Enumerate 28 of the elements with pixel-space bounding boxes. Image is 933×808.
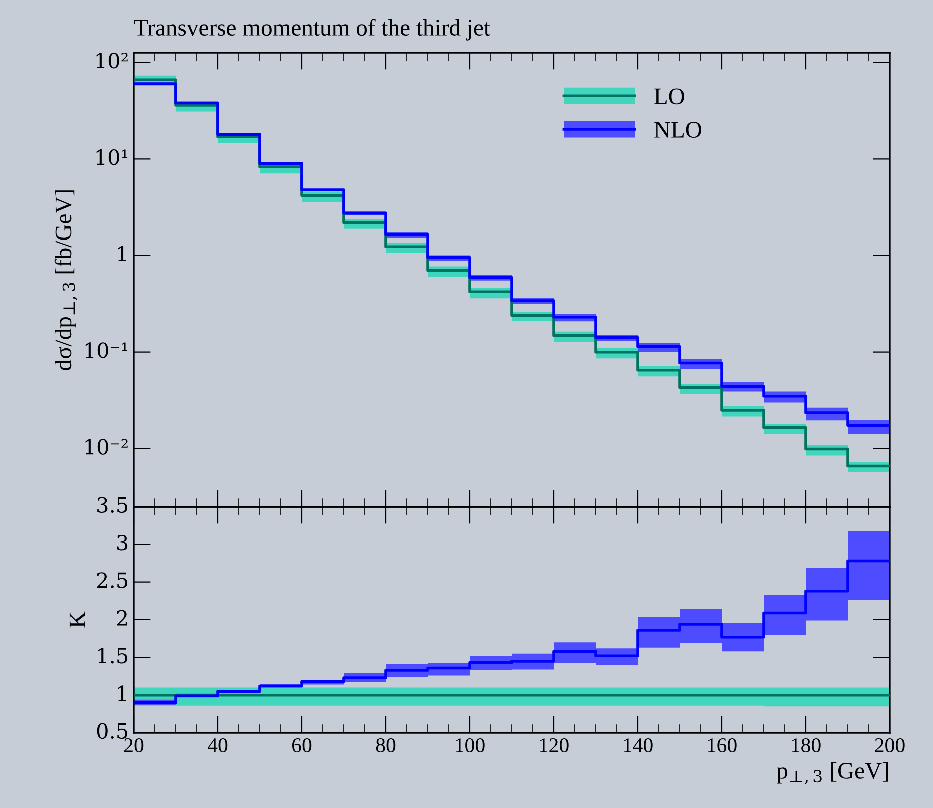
y-tick-label: 3 <box>117 534 128 551</box>
y-tick-label: 1.5 <box>98 648 128 664</box>
x-tick-label: 100 <box>456 738 485 753</box>
y-tick-label: 10⁻¹ <box>86 342 128 358</box>
y-tick-label: 1 <box>118 246 126 262</box>
x-tick-label: 60 <box>292 738 312 753</box>
y-axis-title: K <box>70 612 86 628</box>
x-tick-label: 40 <box>208 738 228 753</box>
x-tick-label: 200 <box>875 738 905 753</box>
x-tick-label: 120 <box>540 738 569 753</box>
y-tick-label: 10² <box>96 52 128 69</box>
chart-title: Transverse momentum of the third jet <box>134 19 490 41</box>
y-tick-label: 1 <box>118 686 126 702</box>
y-tick-label: 0.5 <box>97 723 128 740</box>
y-tick-label: 2.5 <box>97 572 128 588</box>
x-tick-label: 180 <box>792 738 821 753</box>
y-tick-label: 10⁻² <box>86 439 128 455</box>
x-tick-label: 80 <box>376 738 396 753</box>
y-tick-label: 2 <box>117 610 128 626</box>
x-tick-label: 140 <box>624 738 653 753</box>
y-tick-label: 3.5 <box>98 497 128 514</box>
x-axis-title: p$_{⊥,3}$ [GeV] <box>777 762 888 785</box>
y-axis-title: dσ/dp$_{⊥,3}$ [fb/GeV] <box>54 190 78 370</box>
legend-label: LO <box>654 88 684 105</box>
x-tick-label: 20 <box>124 738 144 753</box>
y-tick-label: 10¹ <box>96 150 128 166</box>
x-tick-label: 160 <box>708 738 737 753</box>
legend-label: NLO <box>654 122 702 138</box>
